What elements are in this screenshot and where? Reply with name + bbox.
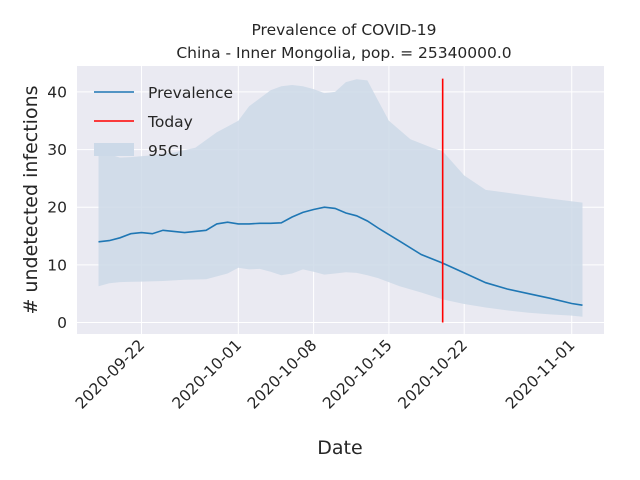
x-tick-label-4: 2020-10-22 [395,336,471,412]
y-axis-ticks: 0 10 20 30 40 [47,83,67,332]
x-tick-label-5: 2020-11-01 [502,336,578,412]
legend: Prevalence Today 95CI [94,84,233,160]
y-tick-label-3: 30 [47,141,67,159]
legend-prevalence-label: Prevalence [148,84,233,102]
legend-today-label: Today [147,113,193,131]
x-axis-label: Date [317,437,362,459]
x-axis-ticks: 2020-09-22 2020-10-012020-10-082020-10-15… [72,336,579,412]
x-tick-label-1: 2020-10-01 [169,336,245,412]
chart-title-line2: China - Inner Mongolia, pop. = 25340000.… [176,44,511,62]
y-tick-label-4: 40 [47,83,67,101]
x-tick-label-3: 2020-10-15 [319,336,395,412]
y-tick-label-1: 10 [47,256,67,274]
y-tick-label-0: 0 [57,314,67,332]
y-tick-label-2: 20 [47,199,67,217]
chart-title-line1: Prevalence of COVID-19 [251,21,436,39]
legend-ci-label: 95CI [148,142,183,160]
legend-ci-swatch [94,143,134,156]
prevalence-line [98,206,583,306]
x-tick-label-2: 2020-10-08 [244,336,320,412]
x-tick-label-0: 2020-09-22 [72,336,148,412]
ci-band [98,79,583,317]
y-axis-label: # undetected infections [20,85,42,314]
